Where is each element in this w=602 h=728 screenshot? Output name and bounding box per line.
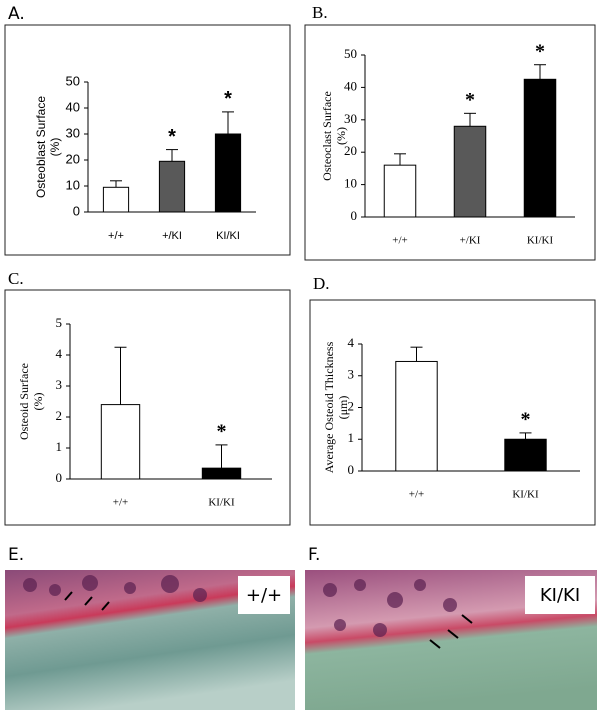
panel-frames xyxy=(4,24,596,526)
y-axis-label: Osteoblast Surface xyxy=(34,96,48,198)
y-tick-label: 3 xyxy=(348,367,355,382)
y-tick-label: 30 xyxy=(344,111,357,126)
caption-box xyxy=(238,576,290,614)
bar xyxy=(383,164,417,218)
y-tick-label: 3 xyxy=(56,377,63,392)
y-tick-label: 2 xyxy=(348,398,355,413)
y-tick-label: 20 xyxy=(344,143,357,158)
x-tick-label: KI/KI xyxy=(208,497,235,509)
bar xyxy=(158,160,186,213)
panel-letter: B. xyxy=(312,3,328,22)
y-tick-label: 50 xyxy=(344,46,357,61)
y-axis-label: (%) xyxy=(48,138,62,157)
y-tick-label: 0 xyxy=(73,203,80,218)
y-tick-label: 5 xyxy=(56,315,63,330)
panel-letter: D. xyxy=(313,274,330,293)
bar xyxy=(214,133,242,213)
panel-letter: E. xyxy=(8,545,24,565)
image-caption: +/+ xyxy=(246,585,282,606)
y-tick-label: 50 xyxy=(66,73,80,88)
y-tick-label: 10 xyxy=(66,177,80,192)
caption-box xyxy=(525,576,595,614)
chart: B. Osteoclast Surface (%) 0 10 20 30 40 50 +/+ +/K… xyxy=(312,3,575,247)
y-tick-label: 0 xyxy=(56,470,63,485)
y-tick-label: 10 xyxy=(344,176,357,191)
bar xyxy=(100,404,141,480)
x-tick-label: +/+ xyxy=(113,497,128,509)
image-caption: KI/KI xyxy=(540,585,580,606)
significance-marker: * xyxy=(521,408,531,430)
bar xyxy=(102,186,130,213)
chart: A. Osteoblast Surface (%) 0 10 20 30 40 50 +/+ +/K… xyxy=(8,4,256,242)
x-tick-label: +/KI xyxy=(162,230,182,242)
y-tick-label: 2 xyxy=(56,408,63,423)
x-tick-label: KI/KI xyxy=(527,235,554,247)
y-axis-label: (μm) xyxy=(336,396,350,420)
y-tick-label: 1 xyxy=(348,430,355,445)
bar xyxy=(523,78,557,218)
x-tick-label: KI/KI xyxy=(216,230,240,242)
y-tick-label: 40 xyxy=(66,99,80,114)
x-tick-label: KI/KI xyxy=(512,489,539,501)
x-tick-label: +/KI xyxy=(460,235,481,247)
bar xyxy=(201,467,242,480)
arrows xyxy=(64,591,473,649)
y-tick-label: 0 xyxy=(351,208,358,223)
significance-marker: * xyxy=(465,89,475,111)
y-axis-label: (%) xyxy=(334,127,348,145)
panel-frame xyxy=(304,24,596,261)
x-tick-label: +/+ xyxy=(409,489,424,501)
panel-letter: C. xyxy=(8,269,24,288)
panel-letter: F. xyxy=(308,545,320,565)
panel-frame xyxy=(4,24,291,256)
chart: C. Osteoid Surface (%) 0 1 2 3 4 5 +/+ KI/KI * xyxy=(8,269,272,509)
y-tick-label: 30 xyxy=(66,125,80,140)
bar xyxy=(395,360,438,472)
bar xyxy=(453,125,487,218)
panel-frame xyxy=(4,289,291,526)
panel-letter: A. xyxy=(8,4,25,24)
y-axis-label: Average Osteoid Thickness xyxy=(322,341,336,473)
y-tick-label: 20 xyxy=(66,151,80,166)
x-tick-label: +/+ xyxy=(108,230,124,242)
significance-marker: * xyxy=(168,126,176,148)
significance-marker: * xyxy=(224,88,232,110)
significance-marker: * xyxy=(535,40,545,62)
x-tick-label: +/+ xyxy=(392,235,407,247)
y-tick-label: 4 xyxy=(56,346,63,361)
y-tick-label: 4 xyxy=(348,335,355,350)
cell-nuclei xyxy=(23,575,457,637)
y-axis-label: Osteoclast Surface xyxy=(320,91,334,181)
significance-marker: * xyxy=(217,420,227,442)
y-axis-label: (%) xyxy=(31,393,45,411)
y-tick-label: 40 xyxy=(344,78,357,93)
bar xyxy=(504,438,547,472)
y-tick-label: 0 xyxy=(348,462,355,477)
panel-frame xyxy=(309,299,596,526)
chart: D. Average Osteoid Thickness (μm) 0 1 2 3 4 +/+ K… xyxy=(313,274,580,501)
y-axis-label: Osteoid Surface xyxy=(17,363,31,440)
y-tick-label: 1 xyxy=(56,439,63,454)
